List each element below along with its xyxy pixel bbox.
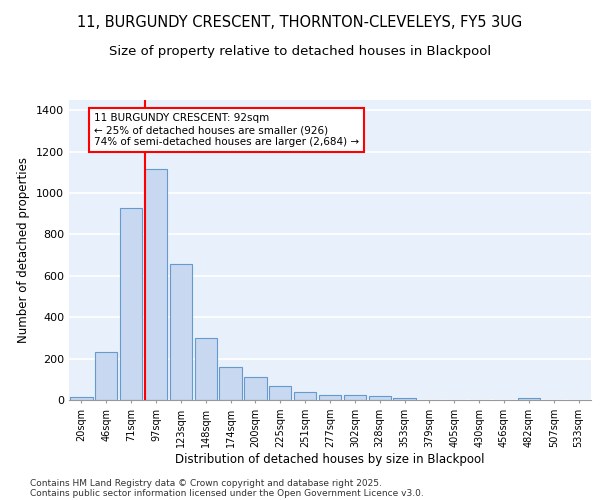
Bar bbox=[394, 398, 416, 400]
Text: 11 BURGUNDY CRESCENT: 92sqm
← 25% of detached houses are smaller (926)
74% of se: 11 BURGUNDY CRESCENT: 92sqm ← 25% of det… bbox=[94, 114, 359, 146]
Text: Contains public sector information licensed under the Open Government Licence v3: Contains public sector information licen… bbox=[30, 488, 424, 498]
Bar bbox=[70, 397, 92, 400]
Bar bbox=[95, 352, 118, 400]
Bar bbox=[145, 170, 167, 400]
Text: Contains HM Land Registry data © Crown copyright and database right 2025.: Contains HM Land Registry data © Crown c… bbox=[30, 478, 382, 488]
Text: 11, BURGUNDY CRESCENT, THORNTON-CLEVELEYS, FY5 3UG: 11, BURGUNDY CRESCENT, THORNTON-CLEVELEY… bbox=[77, 15, 523, 30]
Bar bbox=[220, 367, 242, 400]
Y-axis label: Number of detached properties: Number of detached properties bbox=[17, 157, 31, 343]
Bar bbox=[269, 386, 292, 400]
Bar bbox=[294, 392, 316, 400]
Bar bbox=[368, 396, 391, 400]
Bar bbox=[518, 398, 540, 400]
Bar bbox=[194, 338, 217, 400]
Bar bbox=[120, 208, 142, 400]
Bar bbox=[244, 377, 266, 400]
X-axis label: Distribution of detached houses by size in Blackpool: Distribution of detached houses by size … bbox=[175, 452, 485, 466]
Bar bbox=[344, 396, 366, 400]
Text: Size of property relative to detached houses in Blackpool: Size of property relative to detached ho… bbox=[109, 45, 491, 58]
Bar bbox=[170, 264, 192, 400]
Bar bbox=[319, 395, 341, 400]
